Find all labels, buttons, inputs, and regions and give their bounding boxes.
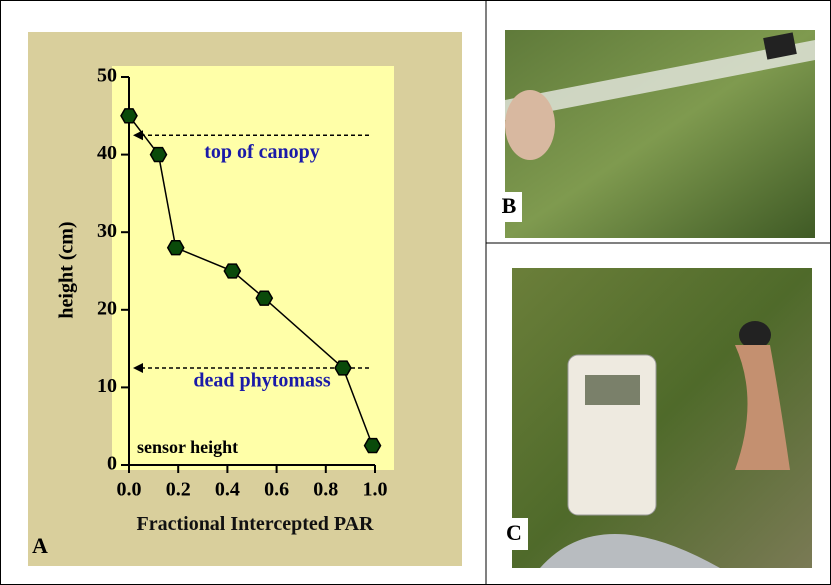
label-box	[496, 192, 522, 222]
photo-hand	[505, 90, 555, 160]
panel-label: A	[32, 533, 48, 558]
annotation: dead phytomass	[193, 370, 330, 392]
annotation: sensor height	[137, 437, 238, 457]
y-tick-label: 10	[97, 375, 117, 397]
data-point	[166, 240, 185, 256]
photo-knee	[540, 534, 720, 568]
panel-label: C	[506, 520, 522, 545]
data-point	[223, 263, 242, 279]
x-axis-label: Fractional Intercepted PAR	[136, 513, 374, 535]
x-tick-label: 0.0	[117, 479, 142, 501]
y-tick-label: 50	[97, 65, 117, 87]
y-tick-label: 20	[97, 297, 117, 319]
photo-detail	[763, 32, 797, 60]
label-box	[500, 518, 528, 550]
data-point	[255, 290, 274, 306]
x-tick-label: 0.6	[264, 479, 289, 501]
y-axis-label: height (cm)	[56, 221, 78, 318]
photo-display	[585, 375, 640, 405]
x-tick-label: 0.4	[215, 479, 240, 501]
x-tick-label: 1.0	[363, 479, 388, 501]
y-tick-label: 0	[107, 453, 117, 475]
data-point	[363, 437, 382, 454]
y-tick-label: 30	[97, 220, 117, 242]
arrow-head	[133, 363, 143, 373]
y-tick-label: 40	[97, 142, 117, 164]
photo-sensor-bar	[505, 40, 815, 120]
data-point	[334, 360, 352, 376]
plot-bg	[112, 66, 394, 470]
photo-arm	[735, 345, 790, 470]
arrow-head	[133, 130, 143, 141]
x-tick-label: 0.2	[166, 479, 191, 501]
photo-sensor	[739, 321, 771, 349]
data-point	[149, 146, 168, 163]
annotation: top of canopy	[204, 141, 320, 163]
x-tick-label: 0.8	[313, 479, 338, 501]
data-point	[120, 108, 138, 124]
panel-label: B	[502, 193, 517, 218]
